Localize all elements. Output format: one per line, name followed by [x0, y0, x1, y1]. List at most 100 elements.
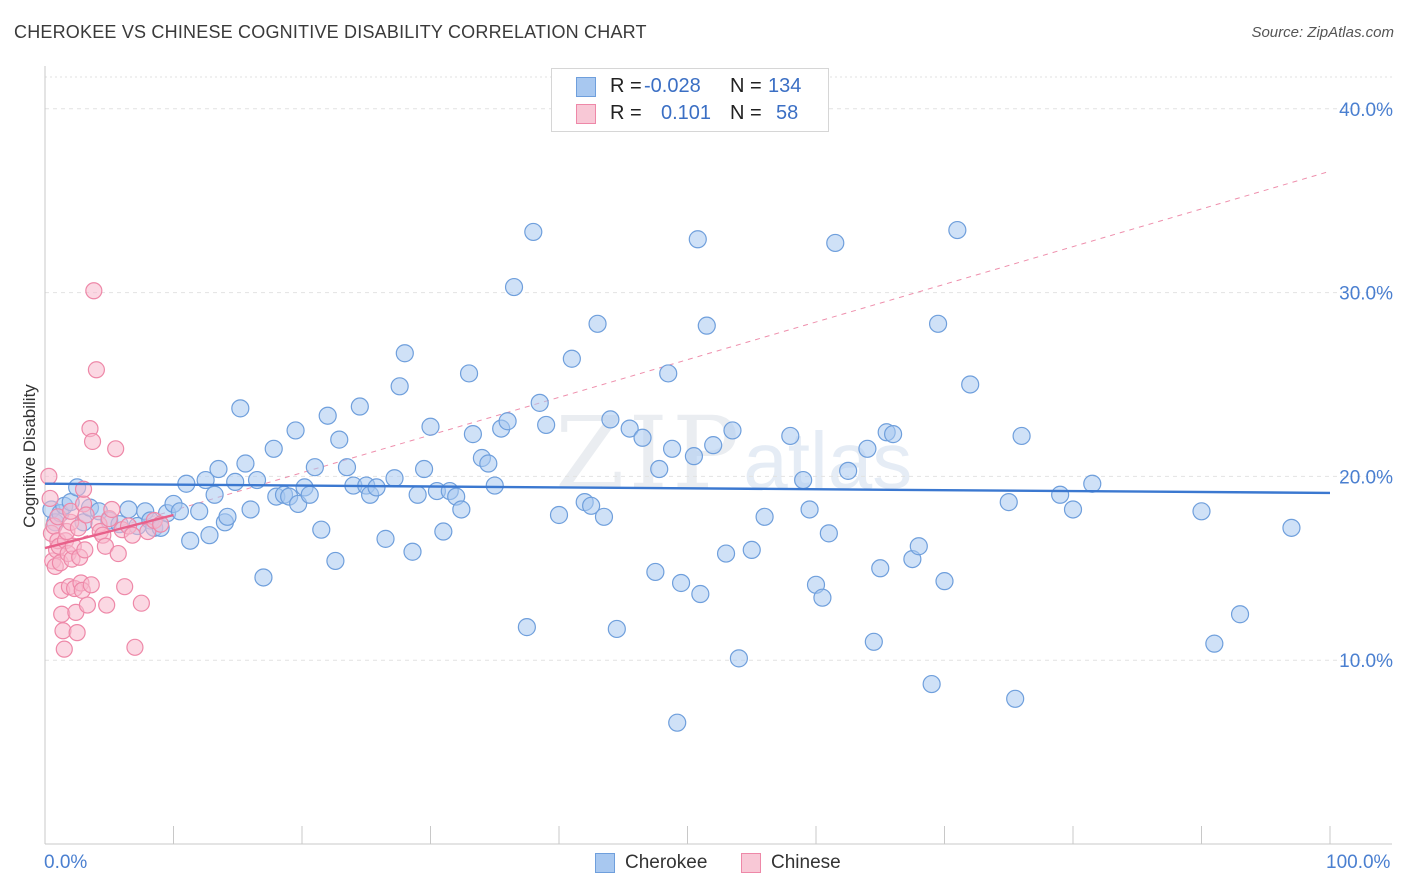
cherokee-point — [190, 502, 209, 521]
chinese-point — [54, 622, 72, 640]
chinese-point — [109, 544, 127, 563]
cherokee-point — [205, 485, 224, 504]
cherokee-point — [864, 632, 883, 651]
chinese-trend-line — [44, 513, 174, 550]
cherokee-swatch — [576, 77, 596, 97]
cherokee-point — [883, 425, 903, 444]
cherokee-point — [999, 493, 1018, 512]
y-tick-label: 20.0% — [1339, 467, 1393, 488]
cherokee-point — [390, 377, 409, 396]
cherokee-point — [1205, 634, 1224, 653]
cherokee-point — [582, 496, 601, 515]
chinese-point — [85, 282, 103, 300]
cherokee-point — [385, 469, 404, 488]
cherokee-point — [839, 461, 858, 480]
cherokee-point — [909, 537, 928, 556]
cherokee-point — [646, 562, 665, 582]
chinese-point — [69, 519, 88, 537]
cherokee-point — [961, 375, 980, 394]
chinese-point — [76, 541, 94, 559]
cherokee-point — [517, 618, 536, 637]
cherokee-point — [729, 649, 749, 668]
chinese-point — [41, 489, 59, 508]
chinese-point — [77, 506, 95, 524]
y-tick-label: 30.0% — [1339, 284, 1393, 305]
cherokee-point — [755, 507, 774, 526]
cherokee-point — [781, 426, 800, 446]
chinese-point — [82, 576, 100, 594]
chinese-point — [83, 432, 102, 451]
cherokee-point — [871, 559, 890, 578]
cherokee-point — [1051, 485, 1070, 504]
cherokee-point — [800, 500, 819, 519]
n-label-cherokee: N = — [730, 75, 762, 97]
n-label-chinese: N = — [730, 102, 762, 124]
chinese-swatch — [576, 104, 596, 124]
chinese-point — [53, 605, 71, 623]
cherokee-point — [231, 399, 250, 418]
chinese-point — [40, 467, 58, 485]
cherokee-point — [794, 470, 813, 490]
cherokee-point — [1006, 689, 1025, 708]
cherokee-point — [537, 415, 556, 435]
stats-row-cherokee — [576, 75, 596, 99]
cherokee-point — [819, 524, 838, 543]
cherokee-point — [479, 454, 498, 473]
chinese-point — [107, 440, 125, 458]
x-tick-label-min: 0.0% — [44, 852, 88, 873]
chinese-point — [68, 624, 86, 642]
chinese-point — [98, 596, 116, 614]
cherokee-point — [459, 364, 479, 383]
cherokee-point — [408, 485, 427, 504]
chinese-point — [87, 361, 106, 379]
cherokee-point — [209, 459, 228, 479]
cherokee-point — [723, 421, 742, 440]
cherokee-point — [498, 412, 517, 431]
cherokee-point — [1083, 474, 1102, 493]
cherokee-point — [659, 364, 678, 383]
r-value-chinese: 0.101 — [661, 102, 712, 124]
cherokee-point — [181, 531, 200, 550]
cherokee-point — [367, 478, 386, 497]
cherokee-point — [395, 344, 414, 363]
cherokee-point — [601, 410, 620, 429]
cherokee-point — [376, 529, 395, 548]
cherokee-point — [218, 507, 237, 526]
cherokee-point — [254, 568, 273, 587]
cherokee-point — [688, 230, 707, 249]
cherokee-point — [485, 476, 504, 495]
cherokee-point — [330, 430, 349, 449]
cherokee-point — [742, 540, 761, 560]
cherokee-point — [241, 500, 260, 519]
legend-item-chinese: Chinese — [741, 852, 841, 874]
stats-row-chinese — [576, 102, 596, 126]
cherokee-point — [662, 439, 682, 458]
legend-item-cherokee: Cherokee — [595, 852, 707, 874]
cherokee-point — [697, 316, 716, 335]
cherokee-point — [691, 584, 710, 604]
cherokee-point — [337, 458, 357, 477]
cherokee-point — [524, 222, 543, 242]
cherokee-point — [858, 439, 877, 458]
cherokee-point — [403, 542, 422, 561]
cherokee-point — [463, 425, 483, 444]
cherokee-point — [562, 349, 581, 368]
cherokee-point — [264, 439, 283, 458]
chinese-point — [132, 594, 150, 612]
cherokee-point — [922, 674, 941, 694]
cherokee-point — [434, 522, 453, 541]
cherokee-point — [650, 459, 669, 479]
n-value-chinese: 58 — [776, 102, 799, 124]
r-value-cherokee: -0.028 — [644, 75, 701, 97]
chinese-point — [55, 640, 73, 658]
chinese-point — [74, 480, 93, 498]
cherokee-point — [594, 507, 614, 526]
chinese-point — [78, 596, 97, 614]
y-tick-label: 40.0% — [1339, 100, 1393, 121]
cherokee-point — [826, 233, 845, 253]
r-label-chinese: R = — [610, 102, 642, 124]
cherokee-point — [704, 436, 723, 455]
cherokee-point — [633, 428, 652, 447]
cherokee-point — [530, 393, 549, 412]
